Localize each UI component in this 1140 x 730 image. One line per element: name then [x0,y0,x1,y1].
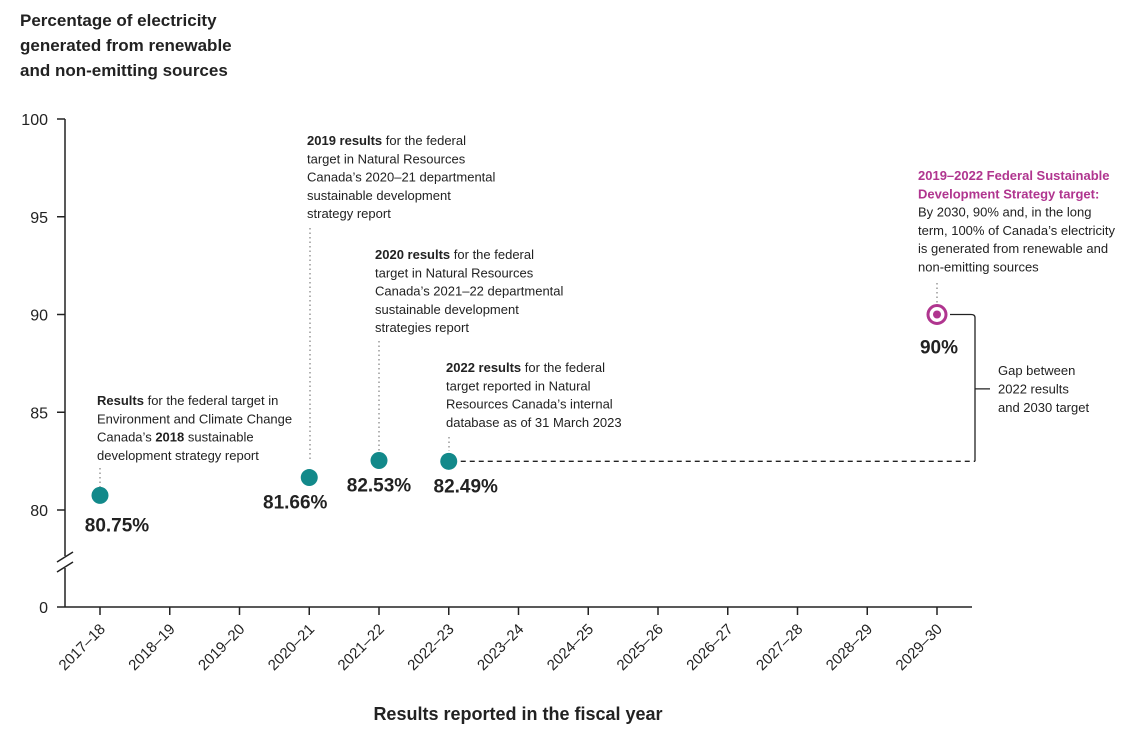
y-axis-title: Percentage of electricity [20,11,217,30]
annotation-run: 2019 results [307,133,382,148]
annotation-run: Resources Canada’s internal [446,397,613,412]
annotation-run: for the federal [450,247,534,262]
axis-break [56,551,74,563]
x-tick-label: 2019–20 [195,621,248,674]
annotation-line: By 2030, 90% and, in the long [918,205,1091,220]
annotation-run: Canada’s [97,430,155,445]
x-tick-label: 2017–18 [56,621,109,674]
y-tick-label: 80 [30,503,48,520]
annotation-line: strategies report [375,320,469,335]
y-tick-label: 85 [30,405,48,422]
annotation-run: sustainable development [307,188,451,203]
annotation-line: target reported in Natural [446,378,591,393]
x-tick-label: 2021–22 [335,621,388,674]
annotation-line: Environment and Climate Change [97,411,292,426]
value-label: 81.66% [263,493,328,514]
annotation-run: target reported in Natural [446,378,591,393]
x-tick-label: 2022–23 [404,621,457,674]
annotation-run: for the federal [382,133,466,148]
x-tick-label: 2029–30 [893,621,946,674]
annotation-run: Canada’s 2021–22 departmental [375,284,564,299]
annotation-run: Canada’s 2020–21 departmental [307,170,496,185]
gap-label: and 2030 target [998,400,1089,415]
gap-bracket [950,313,990,462]
x-tick-label: 2024–25 [544,621,597,674]
annotation-line: Canada’s 2021–22 departmental [375,284,564,299]
x-tick-label: 2018–19 [125,621,178,674]
annotation-line: Canada’s 2020–21 departmental [307,170,496,185]
annotation-line: sustainable development [375,302,519,317]
annotation-run: Results [97,393,144,408]
annotation-line: sustainable development [307,188,451,203]
y-axis-title: generated from renewable [20,36,232,55]
axis-break [56,561,74,573]
annotation-line: target in Natural Resources [375,265,534,280]
annotation-run: sustainable [184,430,253,445]
annotation-run: 2019–2022 Federal Sustainable [918,168,1110,183]
annotation-run: target in Natural Resources [375,265,534,280]
annotation-run: Development Strategy target: [918,186,1099,201]
annotation-line: is generated from renewable and [918,241,1108,256]
annotation-line: Development Strategy target: [918,186,1099,201]
x-tick-label: 2025–26 [614,621,667,674]
gap-label: Gap between [998,363,1075,378]
point [300,469,318,487]
annotation-line: Resources Canada’s internal [446,397,613,412]
annotation-line: development strategy report [97,448,259,463]
annotation-run: strategy report [307,206,391,221]
value-label: 82.53% [347,476,412,497]
value-label: 90% [920,338,958,359]
annotation-line: Canada’s 2018 sustainable [97,430,254,445]
annotation-run: is generated from renewable and [918,241,1108,256]
annotation-run: for the federal [521,360,605,375]
y-tick-label: 95 [30,210,48,227]
annotation-line: non-emitting sources [918,260,1039,275]
annotation-run: strategies report [375,320,469,335]
x-tick-label: 2028–29 [823,621,876,674]
annotation-run: development strategy report [97,448,259,463]
annotation-line: Results for the federal target in [97,393,278,408]
annotation-line: target in Natural Resources [307,151,466,166]
annotation-run: non-emitting sources [918,260,1039,275]
annotation-run: Environment and Climate Change [97,411,292,426]
point [440,452,458,470]
annotation-run: sustainable development [375,302,519,317]
annotation-line: strategy report [307,206,391,221]
value-label: 82.49% [434,476,499,497]
point [370,452,388,470]
gap-label: 2022 results [998,382,1069,397]
annotation-run: 2022 results [446,360,521,375]
annotation-line: 2020 results for the federal [375,247,534,262]
x-tick-label: 2026–27 [683,621,736,674]
x-tick-label: 2023–24 [474,621,527,674]
annotation-run: for the federal target in [144,393,278,408]
annotation-line: 2019–2022 Federal Sustainable [918,168,1110,183]
annotation-line: term, 100% of Canada’s electricity [918,223,1116,238]
value-label: 80.75% [85,515,150,536]
x-axis-title: Results reported in the fiscal year [373,704,662,724]
annotation-line: database as of 31 March 2023 [446,415,622,430]
y-tick-label: 90 [30,308,48,325]
annotation-run: 2018 [155,430,184,445]
point [91,486,109,504]
x-tick-label: 2020–21 [265,621,318,674]
y-tick-label: 0 [39,600,48,617]
annotation-line: 2019 results for the federal [307,133,466,148]
target-dot [933,310,941,319]
annotation-run: 2020 results [375,247,450,262]
annotation-run: database as of 31 March 2023 [446,415,622,430]
x-tick-label: 2027–28 [753,621,806,674]
annotation-line: 2022 results for the federal [446,360,605,375]
annotation-run: term, 100% of Canada’s electricity [918,223,1116,238]
y-tick-label: 100 [21,112,48,129]
annotation-run: By 2030, 90% and, in the long [918,205,1091,220]
y-axis-title: and non-emitting sources [20,61,228,80]
annotation-run: target in Natural Resources [307,151,466,166]
